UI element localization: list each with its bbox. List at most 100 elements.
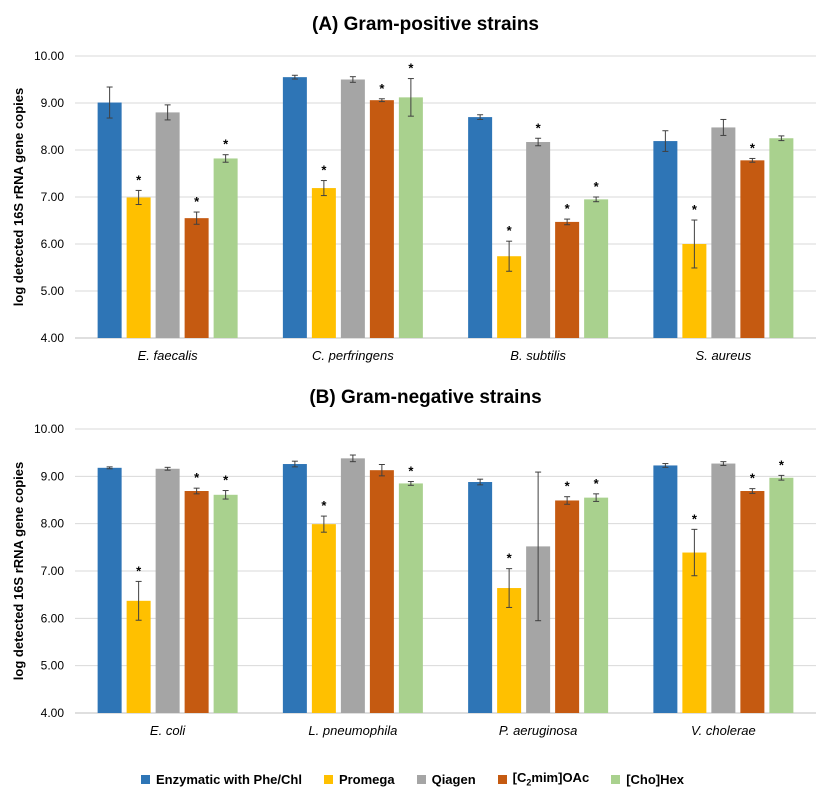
legend-swatch-chohex — [611, 774, 621, 784]
bar — [468, 117, 493, 338]
y-tick-label: 8.00 — [41, 143, 65, 157]
legend-label-c2mim: [C2mim]OAc — [513, 770, 590, 788]
significance-marker: * — [223, 473, 229, 488]
y-tick-label: 7.00 — [41, 190, 65, 204]
y-tick-label: 9.00 — [41, 96, 65, 110]
y-tick-label: 7.00 — [41, 564, 65, 578]
chart-title-1: (B) Gram-negative strains — [309, 387, 541, 408]
significance-marker: * — [565, 201, 571, 216]
bar — [740, 160, 765, 338]
legend-label-c2mim-prefix: [C — [512, 770, 527, 786]
legend-item-promega: Promega — [323, 771, 395, 787]
significance-marker: * — [779, 457, 785, 472]
bar — [711, 463, 736, 713]
y-tick-label: 5.00 — [41, 284, 65, 298]
bar — [398, 483, 423, 713]
bar — [497, 588, 522, 713]
bar — [369, 100, 394, 339]
bar — [213, 494, 238, 713]
legend-label-chohex: [Cho]Hex — [626, 771, 684, 787]
bar — [97, 102, 122, 338]
significance-marker: * — [536, 120, 542, 135]
legend-swatch-qiagen — [416, 774, 426, 784]
bar — [682, 552, 707, 713]
legend-label-c2mim-suffix: mim]OAc — [531, 770, 590, 786]
category-label: E. faecalis — [138, 348, 198, 363]
bar — [555, 500, 580, 713]
bar — [282, 77, 307, 339]
y-tick-label: 4.00 — [41, 331, 65, 345]
category-label: L. pneumophila — [308, 723, 397, 738]
significance-marker: * — [594, 179, 600, 194]
bar — [468, 482, 493, 713]
significance-marker: * — [379, 81, 385, 96]
bar — [282, 464, 307, 713]
legend-swatch-c2mim — [497, 774, 507, 784]
y-tick-label: 9.00 — [41, 469, 65, 483]
legend: Enzymatic with Phe/Chl Promega Qiagen [C… — [0, 768, 825, 790]
significance-marker: * — [750, 471, 756, 486]
y-tick-label: 6.00 — [41, 237, 65, 251]
significance-marker: * — [692, 202, 698, 217]
significance-marker: * — [321, 498, 327, 513]
chart-panel-0: (A) Gram-positive strains log detected 16… — [11, 14, 816, 363]
significance-marker: * — [507, 223, 513, 238]
significance-marker: * — [408, 464, 414, 479]
bar — [155, 468, 180, 713]
significance-marker: * — [223, 137, 229, 152]
significance-marker: * — [594, 476, 600, 491]
bar — [653, 465, 678, 713]
bar — [398, 97, 423, 338]
bar — [311, 188, 336, 338]
y-tick-label: 8.00 — [41, 517, 65, 531]
bar — [711, 127, 736, 338]
bar — [311, 524, 336, 713]
category-label: S. aureus — [696, 348, 752, 363]
significance-marker: * — [565, 479, 571, 494]
significance-marker: * — [194, 194, 200, 209]
bar — [340, 458, 365, 713]
bar — [555, 221, 580, 338]
bar — [97, 467, 122, 713]
category-label: C. perfringens — [312, 348, 394, 363]
bar — [769, 138, 794, 338]
bar — [584, 199, 609, 338]
y-axis-label-0: log detected 16S rRNA gene copies — [11, 88, 26, 306]
legend-label-qiagen: Qiagen — [431, 771, 476, 787]
y-tick-label: 5.00 — [41, 659, 65, 673]
chart-title-0: (A) Gram-positive strains — [312, 14, 539, 35]
bar — [526, 142, 551, 338]
legend-label-c2mim-sub: 2 — [526, 777, 532, 788]
legend-swatch-enzymatic — [141, 774, 151, 784]
significance-marker: * — [507, 551, 513, 566]
chart-svg: (A) Gram-positive strains log detected 16… — [11, 14, 816, 738]
category-label: B. subtilis — [510, 348, 566, 363]
category-label: P. aeruginosa — [499, 723, 578, 738]
bar — [126, 197, 151, 338]
bar — [184, 218, 209, 338]
significance-marker: * — [750, 140, 756, 155]
significance-marker: * — [692, 511, 698, 526]
category-label: E. coli — [150, 723, 187, 738]
bar — [340, 79, 365, 338]
y-tick-label: 4.00 — [41, 706, 65, 720]
significance-marker: * — [136, 172, 142, 187]
bar — [184, 491, 209, 713]
legend-item-qiagen: Qiagen — [416, 771, 476, 787]
significance-marker: * — [321, 163, 327, 178]
legend-swatch-promega — [323, 774, 333, 784]
chart-panel-1: (B) Gram-negative strains log detected 16… — [11, 387, 816, 738]
legend-label-promega: Promega — [338, 771, 395, 787]
significance-marker: * — [194, 470, 200, 485]
legend-label-enzymatic: Enzymatic with Phe/Chl — [156, 771, 302, 787]
bar — [369, 470, 394, 713]
category-label: V. cholerae — [691, 723, 756, 738]
legend-item-c2mim: [C2mim]OAc — [497, 770, 590, 788]
y-tick-label: 10.00 — [34, 49, 64, 63]
legend-item-chohex: [Cho]Hex — [611, 772, 684, 787]
y-tick-label: 10.00 — [34, 422, 64, 436]
bar — [769, 477, 794, 713]
bar — [155, 112, 180, 339]
bar — [740, 491, 765, 713]
